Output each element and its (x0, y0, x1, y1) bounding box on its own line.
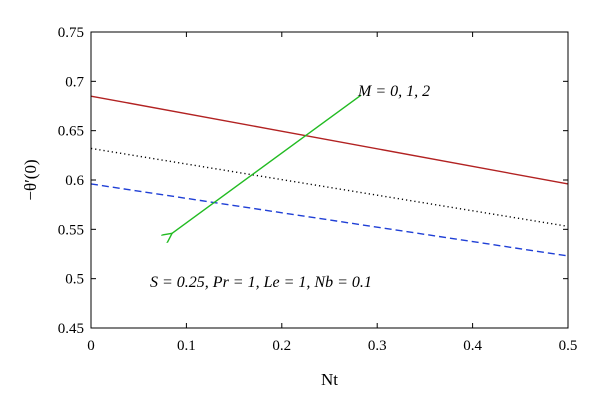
x-tick-label: 0.5 (559, 338, 578, 354)
x-tick-label: 0.3 (368, 338, 387, 354)
y-axis-title: −θ′(0) (21, 159, 40, 200)
x-tick-label: 0.2 (272, 338, 291, 354)
y-tick-label: 0.7 (65, 74, 84, 90)
x-tick-label: 0.4 (463, 338, 482, 354)
y-tick-label: 0.75 (58, 25, 84, 41)
y-tick-label: 0.6 (65, 173, 84, 189)
m-annotation: M = 0, 1, 2 (357, 83, 430, 100)
trend-arrow (172, 94, 362, 233)
y-tick-label: 0.65 (58, 124, 84, 140)
y-tick-label: 0.5 (65, 272, 84, 288)
series-line-2 (90, 147, 569, 228)
y-tick-label: 0.55 (58, 222, 84, 238)
x-tick-label: 0 (87, 338, 95, 354)
params-annotation: S = 0.25, Pr = 1, Le = 1, Nb = 0.1 (150, 274, 372, 291)
series-line-3 (90, 183, 569, 257)
series-line-1 (90, 95, 569, 185)
x-tick-label: 0.1 (177, 338, 196, 354)
y-tick-label: 0.45 (58, 321, 84, 337)
x-axis-title: Nt (321, 370, 338, 389)
